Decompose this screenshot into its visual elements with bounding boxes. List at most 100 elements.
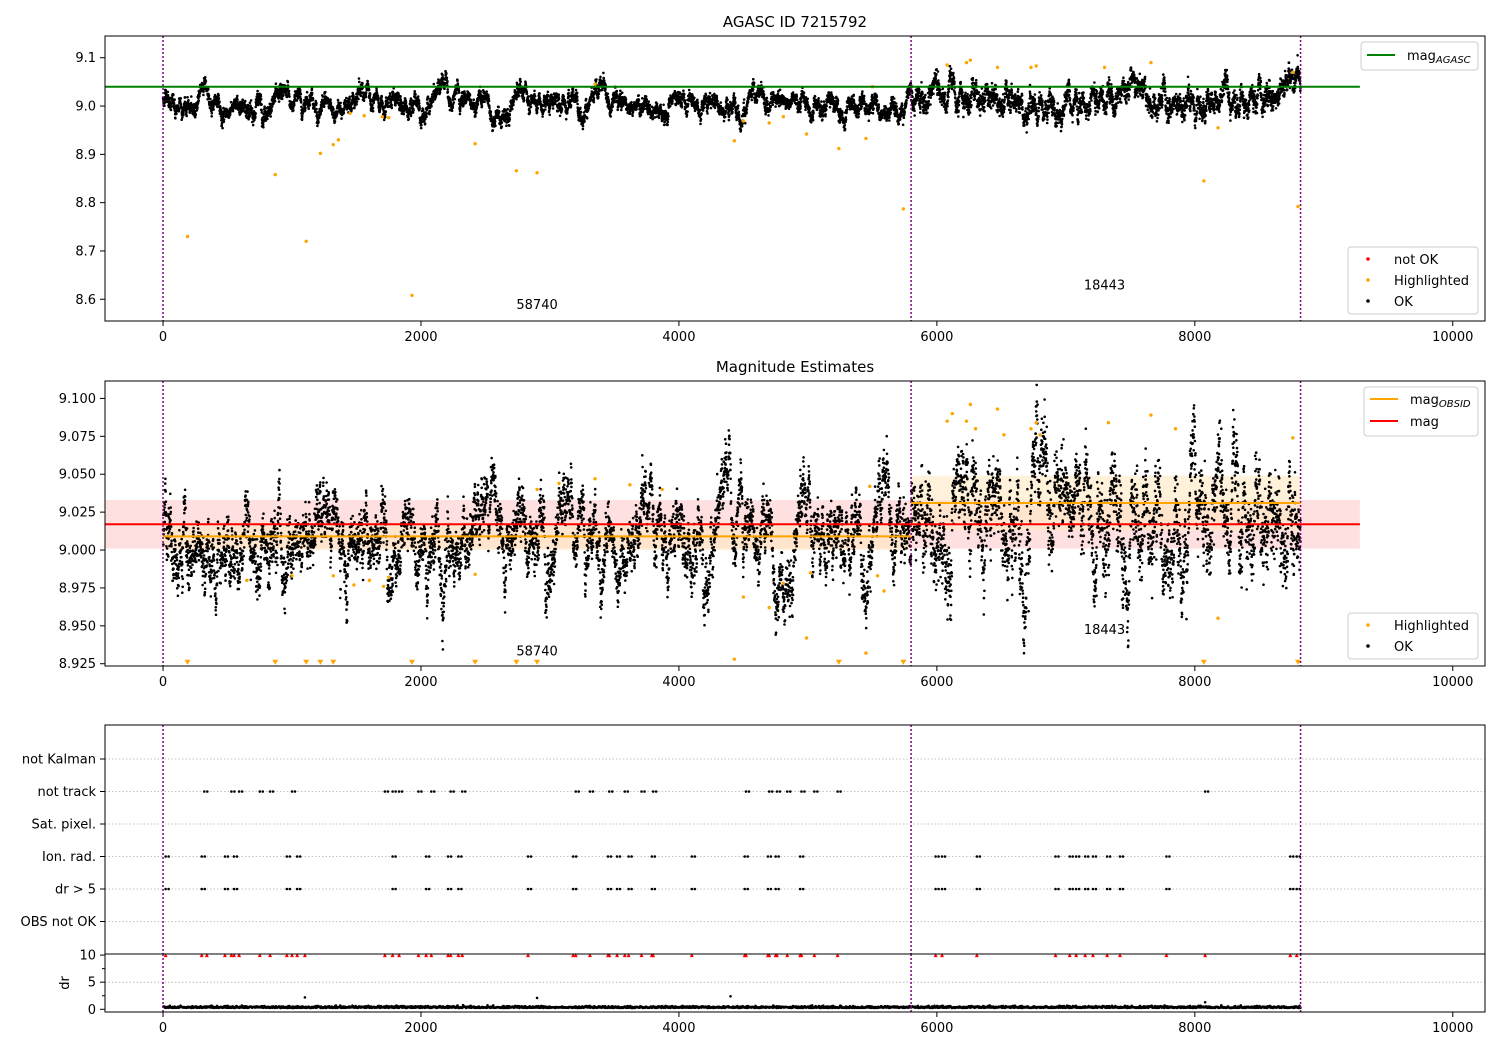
ok-point <box>246 104 250 108</box>
ok-point <box>602 79 606 82</box>
ok-point <box>475 111 478 114</box>
ok-point <box>644 95 648 98</box>
ok-point <box>812 111 815 115</box>
ok-point <box>180 118 183 121</box>
ok-point <box>428 112 431 116</box>
ok-point <box>611 105 615 108</box>
ok-point <box>666 112 670 115</box>
ok-point <box>696 98 699 102</box>
ok-point <box>390 106 394 110</box>
ok-point <box>771 103 774 107</box>
ok-point <box>567 91 570 95</box>
ok-point <box>732 92 736 95</box>
ok-point <box>817 97 820 100</box>
ok-point <box>359 94 363 97</box>
ok-point <box>421 108 425 112</box>
ok-point <box>716 100 719 103</box>
ok-point <box>408 106 412 110</box>
ok-point <box>243 99 247 103</box>
ok-point <box>465 99 468 102</box>
ok-point <box>256 89 259 93</box>
ok-point <box>441 76 445 79</box>
ok-point <box>310 91 314 95</box>
ok-point <box>453 97 457 101</box>
ok-point <box>371 106 375 110</box>
ok-point <box>448 98 452 101</box>
ok-point <box>708 91 712 95</box>
ok-point <box>822 100 826 103</box>
ok-point <box>476 102 480 106</box>
ok-point <box>705 109 709 113</box>
ok-point <box>522 99 526 102</box>
ok-point <box>685 113 689 117</box>
ok-point <box>655 104 659 108</box>
ok-point <box>742 98 746 101</box>
ok-point <box>357 77 361 80</box>
ok-point <box>253 118 256 122</box>
ok-point <box>236 98 239 101</box>
ok-point <box>828 105 832 109</box>
ok-point <box>731 107 734 111</box>
ok-point <box>487 99 491 103</box>
ok-point <box>419 126 423 130</box>
ok-point <box>417 99 421 102</box>
ok-point <box>539 100 542 103</box>
ok-point <box>724 109 727 113</box>
ok-point <box>409 114 413 118</box>
ok-point <box>209 97 212 101</box>
ok-point <box>222 118 226 121</box>
ok-point <box>620 108 623 112</box>
ok-point <box>733 96 737 100</box>
ok-point <box>407 117 411 120</box>
ok-point <box>364 95 368 99</box>
ok-point <box>795 95 799 98</box>
ok-point <box>248 115 252 118</box>
ok-point <box>702 106 706 109</box>
ok-point <box>276 88 280 91</box>
ok-point <box>579 110 583 114</box>
ok-point <box>435 93 439 96</box>
ok-point <box>825 108 828 111</box>
ok-point <box>163 98 167 102</box>
ok-point <box>666 123 669 127</box>
ok-point <box>266 117 269 121</box>
ok-point <box>488 104 491 107</box>
ok-point <box>751 88 755 91</box>
ok-point <box>771 90 775 94</box>
ok-point <box>619 89 622 93</box>
ok-point <box>500 121 504 124</box>
ok-point <box>234 103 238 107</box>
ok-point <box>696 104 699 107</box>
ok-point <box>592 96 596 100</box>
ok-point <box>299 101 303 104</box>
ok-point <box>261 123 265 126</box>
ok-point <box>657 116 661 120</box>
ok-point <box>639 113 643 117</box>
ok-point <box>723 115 727 119</box>
ok-point <box>381 102 384 106</box>
ok-point <box>332 107 335 111</box>
ok-point <box>671 99 674 103</box>
ok-point <box>574 88 578 92</box>
ok-point <box>367 88 371 92</box>
ok-point <box>581 124 585 128</box>
ok-point <box>474 115 477 118</box>
ok-point <box>651 114 654 117</box>
ok-point <box>581 127 585 131</box>
ok-point <box>662 103 665 107</box>
ok-point <box>588 103 591 107</box>
ok-point <box>737 113 741 116</box>
ok-point <box>648 107 652 111</box>
ok-point <box>491 129 495 132</box>
ok-point <box>696 101 700 105</box>
ok-point <box>750 98 754 102</box>
ok-point <box>305 90 309 94</box>
ok-point <box>726 98 729 102</box>
ok-point <box>824 113 827 116</box>
ok-point <box>682 89 685 92</box>
ok-point <box>533 95 537 98</box>
ok-point <box>304 106 307 110</box>
ok-point <box>671 102 674 105</box>
ok-point <box>390 103 393 107</box>
ok-point <box>336 98 340 102</box>
